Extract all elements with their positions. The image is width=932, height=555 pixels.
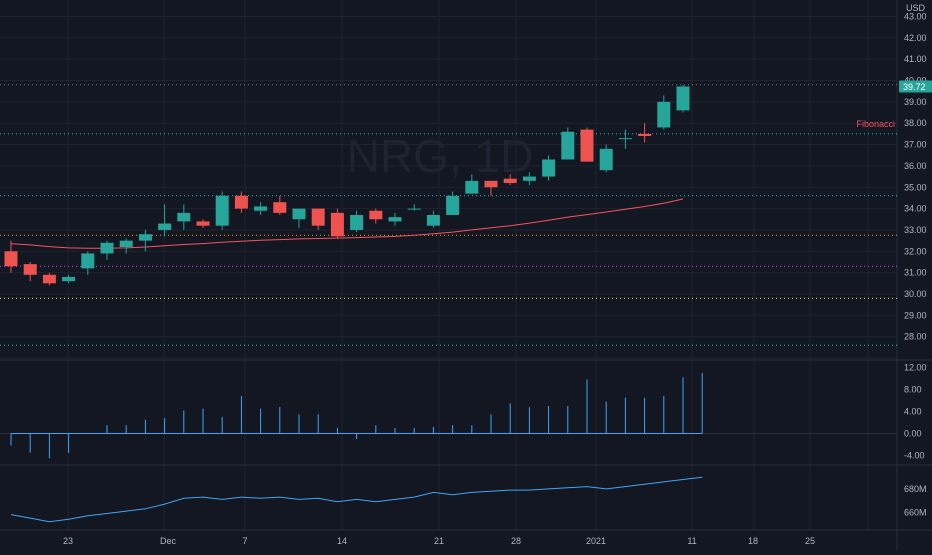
candle-body	[561, 131, 575, 160]
price-tick-label: 41.00	[904, 54, 927, 64]
time-tick-label: 25	[805, 536, 815, 546]
time-tick-label: 11	[687, 536, 696, 546]
candle-body	[100, 242, 114, 254]
candle-body	[4, 251, 18, 267]
price-tick-label: 34.00	[904, 204, 927, 214]
candle-body	[465, 180, 479, 194]
candle-body	[292, 208, 306, 220]
histogram-tick-label: -4.00	[904, 451, 925, 461]
candle-body	[138, 234, 152, 241]
fibonacci-label: Fibonacci	[856, 119, 895, 129]
candle-body	[215, 195, 229, 226]
candle-body	[311, 208, 325, 226]
time-tick-label: 14	[337, 536, 347, 546]
candle-body	[254, 206, 268, 211]
candle-body	[426, 215, 440, 226]
candle-body	[81, 253, 95, 269]
price-tick-label: 39.00	[904, 97, 927, 107]
indicator-tick-label: 660M	[904, 507, 927, 517]
histogram-tick-label: 0.00	[904, 429, 922, 439]
candle-body	[196, 221, 210, 226]
price-tick-label: 30.00	[904, 289, 927, 299]
candle-body	[503, 178, 517, 183]
time-tick-label: Dec	[160, 536, 177, 546]
price-tick-label: 29.00	[904, 310, 927, 320]
price-tick-label: 38.00	[904, 118, 927, 128]
candle-body	[542, 159, 556, 177]
time-tick-label: 2021	[586, 536, 606, 546]
candle-body	[618, 138, 632, 140]
candle-body	[234, 195, 248, 209]
last-price-label: 39.72	[903, 82, 926, 92]
candle-body	[676, 86, 690, 111]
candle-body	[388, 217, 402, 222]
histogram-tick-label: 8.00	[904, 385, 922, 395]
candle-body	[273, 202, 287, 213]
price-tick-label: 33.00	[904, 225, 927, 235]
candle-body	[638, 133, 652, 137]
time-tick-label: 7	[242, 536, 247, 546]
last-price-badge	[899, 80, 932, 93]
candle-body	[23, 264, 37, 275]
candle-body	[484, 180, 498, 188]
candle-body	[446, 195, 460, 216]
time-tick-label: 18	[748, 536, 758, 546]
time-tick-label: 23	[63, 536, 73, 546]
candle-body	[330, 212, 344, 237]
price-tick-label: 32.00	[904, 246, 927, 256]
currency-label: USD	[906, 3, 926, 13]
candle-body	[62, 276, 76, 282]
candle-body	[407, 208, 421, 210]
histogram-tick-label: 4.00	[904, 407, 922, 417]
histogram-tick-label: 12.00	[904, 363, 927, 373]
candle-body	[177, 212, 191, 222]
price-tick-label: 35.00	[904, 182, 927, 192]
price-tick-label: 28.00	[904, 332, 927, 342]
candle-body	[599, 148, 613, 171]
price-tick-label: 37.00	[904, 140, 927, 150]
indicator-tick-label: 680M	[904, 484, 927, 494]
candle-body	[657, 101, 671, 128]
price-tick-label: 31.00	[904, 268, 927, 278]
candle-body	[119, 240, 133, 248]
indicator-line	[10, 476, 703, 523]
symbol-watermark: NRG, 1D	[347, 130, 534, 182]
candle-body	[580, 129, 594, 162]
candle-body	[158, 223, 172, 230]
price-tick-label: 42.00	[904, 33, 927, 43]
candle-body	[350, 215, 364, 230]
candle-body	[522, 176, 536, 181]
candle-body	[369, 210, 383, 220]
price-tick-label: 43.00	[904, 11, 927, 21]
moving-average-line	[10, 198, 684, 249]
candle-body	[42, 274, 56, 284]
time-tick-label: 28	[511, 536, 521, 546]
time-tick-label: 21	[434, 536, 444, 546]
price-tick-label: 36.00	[904, 161, 927, 171]
